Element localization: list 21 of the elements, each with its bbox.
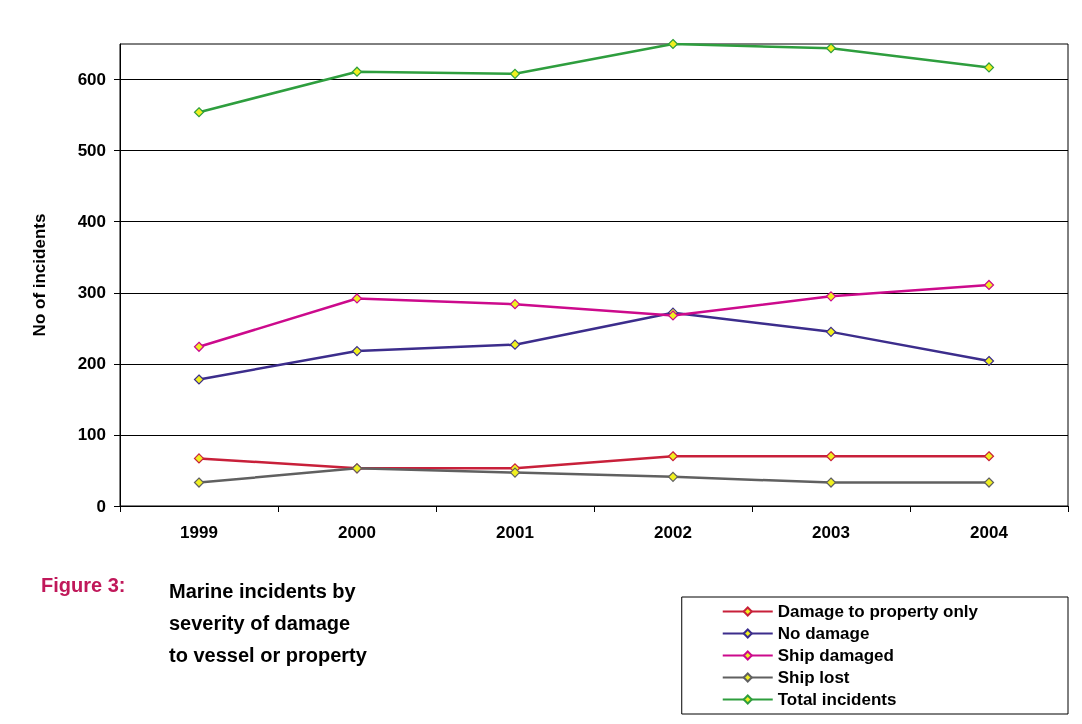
y-tick-label: 100: [77, 425, 106, 445]
x-tick-label: 2001: [496, 523, 534, 542]
legend-label: Total incidents: [777, 690, 897, 709]
legend-label: Damage to property only: [777, 602, 979, 621]
y-axis-title: No of incidents: [30, 213, 49, 337]
y-tick-label: 600: [77, 70, 106, 90]
y-tick-label: 0: [96, 496, 106, 516]
x-tick-label: 2004: [970, 523, 1009, 542]
legend-label: No damage: [777, 624, 870, 643]
x-tick-label: 1999: [180, 523, 218, 542]
text: Marine incidents by severity of damage to vessel or property: [169, 580, 368, 666]
x-tick-label: 2000: [338, 523, 376, 542]
y-tick-label: 400: [77, 212, 106, 232]
y-tick-label: 200: [77, 354, 106, 374]
legend-label: Ship damaged: [777, 646, 894, 665]
y-tick-label: 300: [77, 283, 106, 303]
x-tick-label: 2003: [812, 523, 850, 542]
text: Figure 3:: [41, 574, 126, 596]
x-tick-label: 2002: [654, 523, 692, 542]
y-tick-label: 500: [77, 141, 106, 161]
legend-label: Ship lost: [777, 668, 850, 687]
